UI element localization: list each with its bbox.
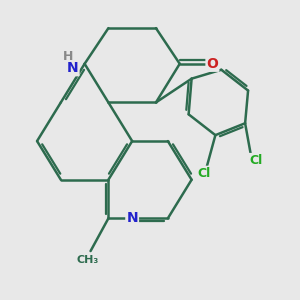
Text: N: N (126, 212, 138, 225)
Text: H: H (63, 50, 74, 63)
Text: Cl: Cl (249, 154, 262, 167)
Text: O: O (206, 57, 218, 71)
Text: CH₃: CH₃ (76, 255, 99, 265)
Text: Cl: Cl (197, 167, 210, 180)
Text: N: N (67, 61, 79, 75)
